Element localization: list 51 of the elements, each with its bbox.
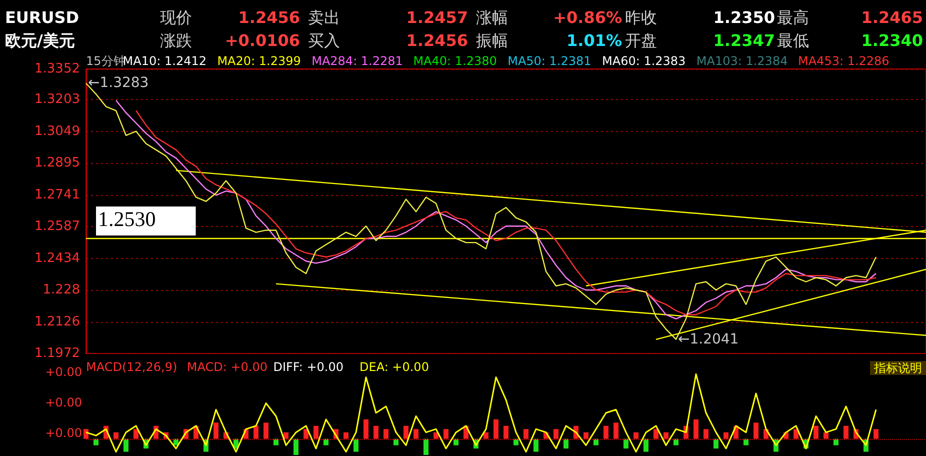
text: +0.00 [45,426,82,440]
text: 1.2457 [406,8,468,27]
annotation: DIFF: +0.00 [273,360,344,374]
ref-line-label: 1.2530 [98,206,156,231]
text: 开盘 [625,31,657,52]
text: 振幅 [476,31,508,52]
y-tick-label: 1.2741 [34,187,80,202]
text: MA284: 1.2281 [312,54,403,68]
text: MA453: 1.2286 [798,54,890,68]
text: 涨幅 [476,8,508,29]
text: 买入 [308,31,340,52]
y-tick-label: 1.228 [42,282,80,298]
text: 1.01% [566,31,622,50]
text: MA40: 1.2380 [413,54,497,68]
text: MA60: 1.2383 [602,54,686,68]
y-tick-label: 1.1972 [34,346,80,361]
annotation: MACD: +0.00 [186,360,268,374]
text: MA103: 1.2384 [696,54,788,68]
annotation: MACD(12,26,9) [86,360,178,374]
text: 1.2456 [238,8,300,27]
text: MA10: 1.2412 [122,54,206,68]
text: +0.00 [45,365,82,379]
annotation: ←1.2041 [678,331,739,348]
text: 1.2456 [406,31,468,50]
text: +0.86% [553,8,622,27]
annotation: DEA: +0.00 [360,360,429,374]
text: 现价 [160,8,192,29]
text: 昨收 [625,8,657,29]
y-tick-label: 1.3352 [34,62,80,76]
text: 1.2465 [861,8,923,27]
text: 1.2347 [713,31,775,50]
text: 最低 [777,31,809,52]
text: +0.0106 [224,31,300,50]
text: 涨跌 [160,31,192,52]
y-tick-label: 1.2895 [34,156,80,171]
annotation: 指标说明 [873,361,922,375]
y-tick-label: 1.3203 [34,92,80,108]
y-tick-label: 1.2126 [34,314,80,330]
y-tick-label: 1.2434 [34,250,80,266]
annotation: ←1.3283 [88,75,149,92]
text: MA20: 1.2399 [217,54,301,68]
text: 1.2350 [713,8,775,27]
text: MA50: 1.2381 [508,54,592,68]
text: +0.00 [45,396,82,410]
text: EURUSD [5,8,80,27]
text: 1.2340 [861,31,923,50]
text: 欧元/美元 [5,31,75,52]
text: 最高 [777,8,809,29]
y-tick-label: 1.2587 [34,219,80,234]
y-tick-label: 1.3049 [34,124,80,139]
text: 卖出 [308,8,340,29]
